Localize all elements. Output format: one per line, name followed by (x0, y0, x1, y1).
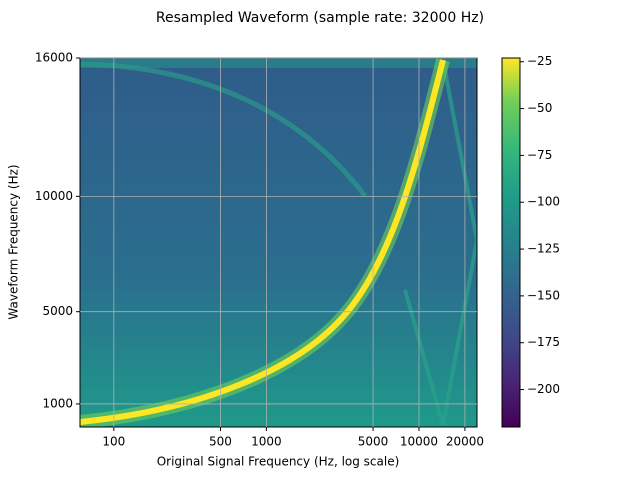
colorbar-tick-label: −75 (527, 148, 552, 162)
colorbar-tick-label: −175 (527, 335, 560, 349)
colorbar (501, 57, 521, 428)
colorbar-tick-label: −25 (527, 54, 552, 68)
chart-title: Resampled Waveform (sample rate: 32000 H… (156, 10, 484, 26)
y-tick-label: 1000 (42, 396, 73, 410)
x-tick-label: 1000 (251, 435, 282, 449)
heatmap-image (80, 58, 477, 427)
x-axis-label: Original Signal Frequency (Hz, log scale… (157, 455, 400, 469)
y-tick-label: 10000 (35, 189, 73, 203)
x-tick-label: 500 (209, 435, 232, 449)
x-tick-label: 100 (102, 435, 125, 449)
colorbar-tick-label: −200 (527, 382, 560, 396)
colorbar-tick-label: −100 (527, 195, 560, 209)
y-axis-label: Waveform Frequency (Hz) (7, 164, 21, 319)
colorbar-tick-label: −125 (527, 242, 560, 256)
colorbar-tick-label: −50 (527, 101, 552, 115)
y-tick-label: 16000 (35, 51, 73, 65)
x-tick-label: 5000 (358, 435, 389, 449)
colorbar-tick-label: −150 (527, 288, 560, 302)
y-tick-label: 5000 (42, 304, 73, 318)
x-tick-label: 20000 (446, 435, 484, 449)
x-tick-label: 10000 (400, 435, 438, 449)
